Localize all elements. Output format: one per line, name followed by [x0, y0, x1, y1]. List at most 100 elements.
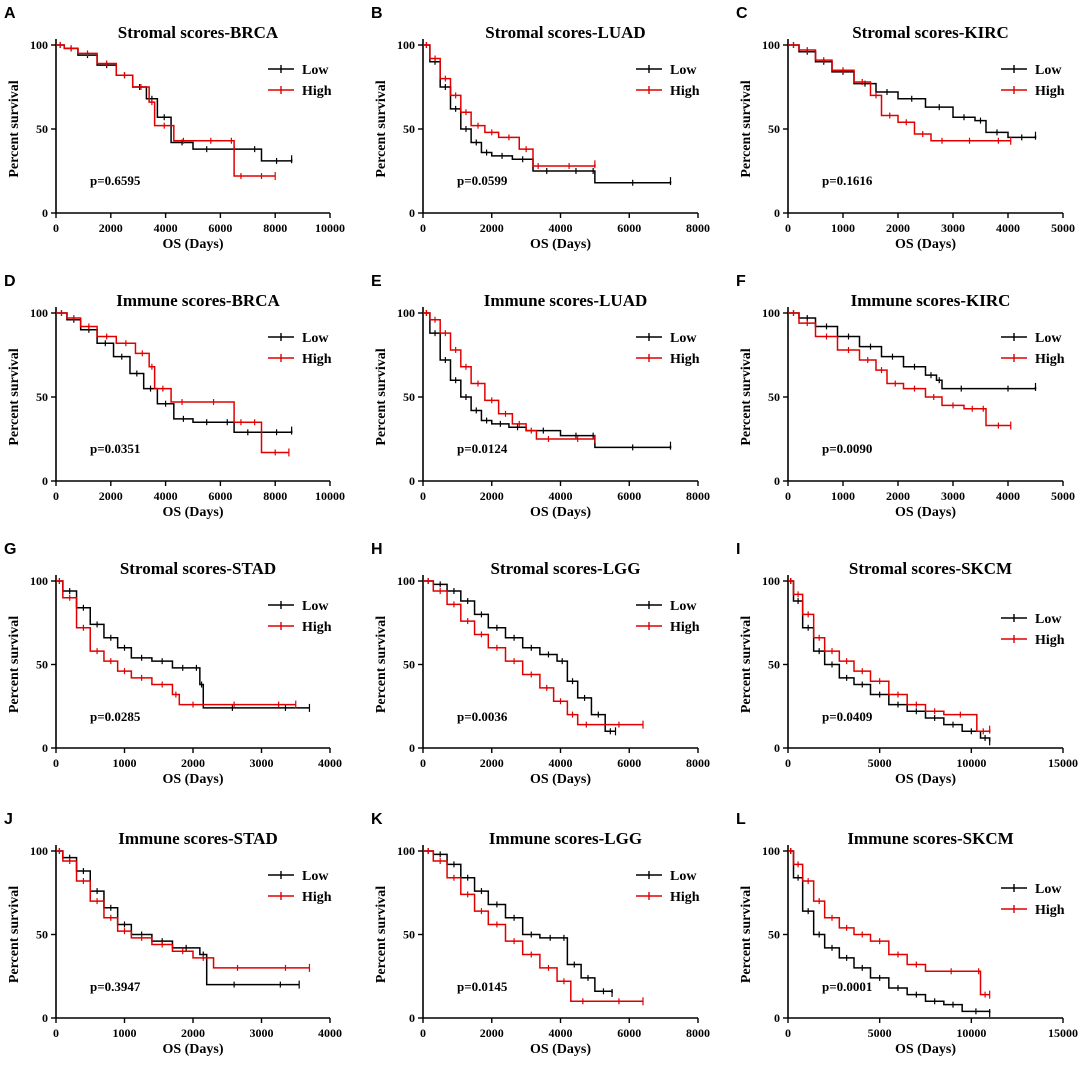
y-tick-label: 0 [409, 741, 415, 755]
x-tick-label: 0 [53, 1026, 59, 1040]
legend-label-low: Low [670, 599, 697, 614]
y-tick-label: 50 [768, 658, 780, 672]
x-tick-label: 3000 [250, 756, 274, 770]
legend-label-high: High [670, 890, 700, 905]
legend-label-high: High [302, 352, 332, 367]
x-tick-label: 1000 [831, 221, 855, 235]
y-tick-label: 50 [36, 390, 48, 404]
y-axis-title: Percent survival [739, 886, 754, 983]
x-tick-label: 2000 [480, 756, 504, 770]
x-axis-title: OS (Days) [530, 1042, 591, 1057]
y-tick-label: 0 [42, 206, 48, 220]
y-axis-title: Percent survival [7, 80, 22, 177]
series-low-curve [56, 312, 293, 434]
y-tick-label: 0 [409, 1011, 415, 1025]
p-value: p=0.0124 [457, 441, 508, 456]
legend-label-high: High [302, 620, 332, 635]
series-low-curve [56, 580, 310, 709]
chart-title: Stromal scores-STAD [120, 559, 276, 578]
series-high-curve [56, 850, 310, 969]
x-tick-label: 8000 [263, 489, 287, 503]
x-tick-label: 1000 [831, 489, 855, 503]
x-axis-title: OS (Days) [530, 237, 591, 252]
legend-label-low: Low [302, 869, 329, 884]
legend-label-low: Low [670, 63, 697, 78]
series-high-curve [423, 312, 595, 440]
p-value: p=0.6595 [90, 173, 141, 188]
x-tick-label: 0 [53, 489, 59, 503]
panel-letter: B [371, 5, 383, 22]
x-tick-label: 6000 [617, 1026, 641, 1040]
y-tick-label: 0 [409, 474, 415, 488]
x-tick-label: 3000 [941, 489, 965, 503]
series-high-curve [788, 312, 1011, 427]
y-axis-title: Percent survival [739, 348, 754, 445]
panel-letter: K [371, 811, 383, 828]
x-tick-label: 1000 [113, 1026, 137, 1040]
x-tick-label: 4000 [549, 756, 573, 770]
panel-k: K Immune scores-LGG 0 2000 4000 6000 8000 0 50 10… [371, 811, 710, 1057]
panel-letter: C [736, 5, 748, 22]
x-tick-label: 4000 [154, 489, 178, 503]
y-tick-label: 50 [403, 122, 415, 136]
chart-title: Stromal scores-LUAD [485, 23, 645, 42]
panel-letter: L [736, 811, 746, 828]
y-tick-label: 100 [30, 844, 48, 858]
x-tick-label: 0 [53, 756, 59, 770]
panel-letter: F [736, 273, 746, 290]
series-high-curve [788, 580, 991, 733]
panel-letter: D [4, 273, 16, 290]
series-low-curve [423, 44, 672, 184]
series-high-curve [788, 850, 990, 996]
series-low-curve [788, 312, 1037, 390]
x-tick-label: 5000 [868, 756, 892, 770]
legend-label-low: Low [302, 331, 329, 346]
p-value: p=0.0001 [822, 979, 872, 994]
p-value: p=0.0145 [457, 979, 508, 994]
p-value: p=0.0036 [457, 709, 508, 724]
x-tick-label: 0 [785, 489, 791, 503]
y-axis-title: Percent survival [374, 886, 389, 983]
legend-label-low: Low [670, 869, 697, 884]
legend-label-high: High [302, 84, 332, 99]
series-low-curve [423, 312, 672, 449]
series-low-curve [56, 44, 293, 162]
x-tick-label: 8000 [686, 489, 710, 503]
x-tick-label: 4000 [996, 221, 1020, 235]
y-tick-label: 100 [30, 306, 48, 320]
y-tick-label: 0 [42, 741, 48, 755]
x-tick-label: 2000 [181, 1026, 205, 1040]
x-axis-title: OS (Days) [162, 772, 223, 787]
chart-title: Immune scores-KIRC [851, 291, 1011, 310]
chart-title: Stromal scores-SKCM [849, 559, 1012, 578]
series-low-curve [423, 580, 616, 733]
legend-label-high: High [1035, 352, 1065, 367]
y-axis-title: Percent survival [374, 348, 389, 445]
legend-label-low: Low [1035, 331, 1062, 346]
x-tick-label: 0 [785, 1026, 791, 1040]
series-low-curve [788, 44, 1037, 139]
x-tick-label: 2000 [480, 221, 504, 235]
series-high-curve [56, 44, 276, 177]
series-high-curve [56, 580, 296, 706]
panel-i: I Stromal scores-SKCM 0 5000 10000 15000 0 50 10… [736, 541, 1078, 787]
chart-title: Immune scores-LGG [489, 829, 642, 848]
y-tick-label: 50 [403, 658, 415, 672]
x-tick-label: 1000 [113, 756, 137, 770]
legend-label-high: High [670, 620, 700, 635]
y-tick-label: 50 [768, 928, 780, 942]
y-tick-label: 50 [403, 390, 415, 404]
series-high-curve [423, 44, 596, 167]
y-axis-title: Percent survival [7, 886, 22, 983]
x-tick-label: 8000 [686, 756, 710, 770]
x-axis-title: OS (Days) [895, 237, 956, 252]
panel-h: H Stromal scores-LGG 0 2000 4000 6000 8000 0 50 1… [371, 541, 710, 787]
p-value: p=0.1616 [822, 173, 873, 188]
panel-j: J Immune scores-STAD 0 1000 2000 3000 4000 0 50 1… [4, 811, 342, 1057]
panel-a: A Stromal scores-BRCA 0 2000 4000 6000 8000 100… [4, 5, 345, 252]
y-tick-label: 50 [768, 122, 780, 136]
x-tick-label: 5000 [868, 1026, 892, 1040]
x-tick-label: 6000 [617, 221, 641, 235]
